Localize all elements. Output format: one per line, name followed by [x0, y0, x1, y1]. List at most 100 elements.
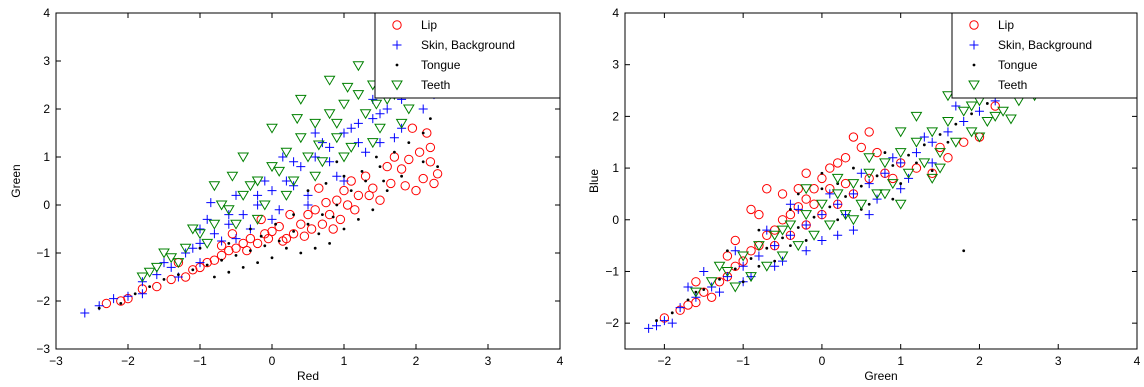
data-point	[997, 106, 1009, 117]
data-point	[220, 258, 224, 262]
data-point	[733, 267, 737, 271]
data-point	[353, 190, 364, 201]
data-point	[260, 229, 270, 239]
data-point	[201, 238, 214, 249]
data-point	[879, 158, 891, 169]
data-point	[804, 239, 808, 242]
data-point	[303, 190, 313, 200]
data-point	[195, 258, 205, 268]
data-point	[825, 189, 835, 199]
data-point	[270, 256, 274, 260]
data-point	[831, 173, 844, 184]
y-tick-label: 0	[612, 213, 619, 227]
data-point	[328, 224, 338, 234]
legend-marker	[969, 20, 979, 30]
data-point	[313, 246, 317, 250]
data-point	[375, 195, 385, 205]
legend-label: Lip	[421, 18, 437, 32]
data-point	[366, 138, 379, 149]
data-point	[101, 298, 112, 309]
data-point	[946, 140, 950, 144]
data-point	[249, 249, 252, 253]
data-point	[741, 280, 745, 284]
data-point	[943, 153, 953, 163]
y-axis-label: Green	[9, 164, 23, 197]
data-point	[801, 194, 811, 204]
x-tick-label: −2	[121, 354, 135, 368]
data-point	[292, 230, 295, 233]
legend-label: Skin, Background	[998, 38, 1092, 52]
data-point	[915, 161, 918, 165]
data-point	[227, 229, 238, 239]
data-point	[765, 246, 769, 250]
data-point	[288, 229, 299, 239]
data-point	[294, 133, 307, 144]
data-point	[217, 236, 227, 246]
data-point	[198, 246, 202, 250]
data-point	[886, 179, 899, 190]
legend-marker	[392, 40, 402, 50]
data-point	[143, 267, 156, 278]
data-point	[317, 232, 321, 236]
data-point	[942, 117, 954, 128]
data-point	[208, 181, 221, 192]
legend-label: Teeth	[421, 78, 450, 92]
data-point	[823, 220, 836, 231]
data-point	[119, 302, 123, 305]
data-point	[162, 278, 166, 281]
data-point	[789, 244, 792, 248]
data-point	[847, 179, 860, 190]
data-point	[907, 153, 910, 157]
data-point	[899, 182, 903, 185]
data-point	[309, 171, 322, 182]
y-tick-label: 0	[43, 198, 50, 212]
data-point	[910, 111, 923, 122]
data-point	[179, 243, 192, 254]
y-tick-label: 4	[612, 6, 619, 20]
data-point	[296, 219, 306, 229]
x-tick-label: 0	[269, 354, 276, 368]
data-point	[864, 127, 874, 137]
data-point	[414, 147, 425, 157]
data-point	[425, 142, 436, 153]
legend-label: Teeth	[998, 78, 1027, 92]
data-point	[683, 282, 693, 292]
data-point	[926, 127, 939, 138]
data-point	[324, 209, 335, 220]
x-tick-label: 1	[897, 354, 904, 368]
data-point	[404, 154, 414, 165]
data-point	[407, 123, 418, 133]
data-point	[224, 245, 234, 256]
y-tick-label: −1	[605, 264, 619, 278]
data-point	[353, 138, 363, 148]
data-point	[675, 303, 685, 313]
data-point	[150, 262, 163, 273]
data-point	[784, 220, 797, 231]
data-point	[352, 90, 365, 101]
x-tick-label: 4	[557, 354, 564, 368]
data-point	[133, 292, 137, 296]
data-point	[768, 230, 781, 241]
data-point	[943, 127, 953, 137]
y-tick-label: 3	[612, 58, 619, 72]
data-point	[896, 184, 906, 194]
data-point	[323, 109, 336, 120]
data-point	[926, 173, 939, 184]
data-point	[266, 162, 278, 173]
data-point	[222, 205, 235, 216]
data-point	[699, 287, 709, 297]
data-point	[230, 219, 242, 230]
data-point	[152, 281, 162, 292]
legend-label: Tongue	[421, 58, 461, 72]
data-point	[737, 251, 750, 262]
data-point	[188, 265, 198, 275]
data-point	[809, 199, 819, 209]
data-point	[938, 133, 942, 136]
legend-label: Tongue	[998, 58, 1038, 72]
data-point	[864, 179, 874, 189]
data-point	[781, 236, 784, 240]
data-point	[951, 101, 961, 111]
data-point	[267, 226, 277, 237]
data-point	[959, 137, 969, 147]
data-point	[234, 254, 238, 257]
